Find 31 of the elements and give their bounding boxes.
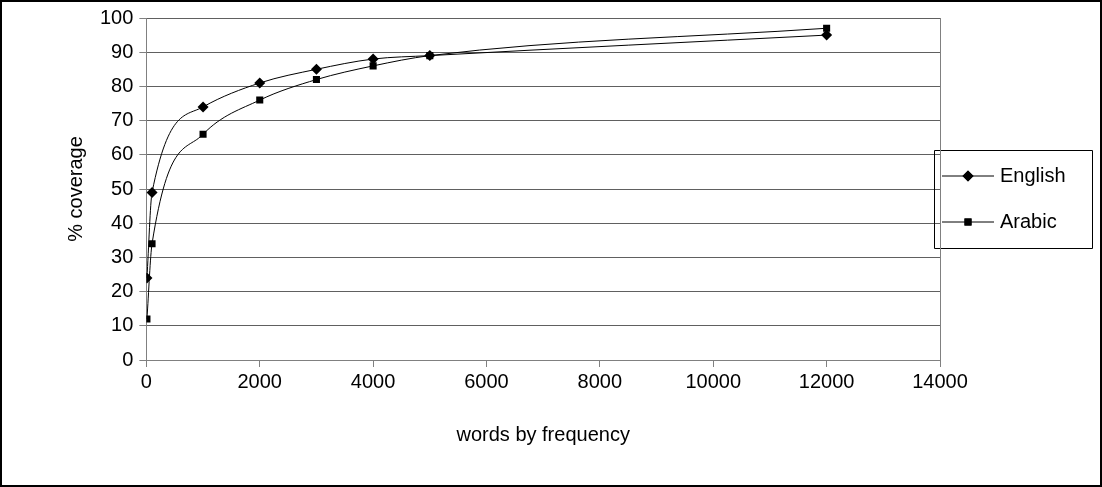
x-tick-label: 10000: [685, 369, 742, 392]
y-tick-label: 0: [122, 347, 134, 370]
y-tick-label: 70: [111, 108, 134, 131]
x-tick-label: 0: [140, 369, 152, 392]
y-tick-label: 100: [99, 5, 134, 28]
y-tick-label: 50: [111, 176, 134, 199]
x-tick-label: 2000: [237, 369, 282, 392]
point: [310, 63, 322, 75]
point: [199, 130, 207, 138]
y-tick-label: 80: [111, 73, 134, 96]
legend-label: Arabic: [1000, 209, 1057, 232]
legend-label: English: [1000, 163, 1066, 186]
x-tick-label: 14000: [912, 369, 968, 392]
y-axis-title: % coverage: [63, 136, 86, 242]
point: [312, 76, 320, 84]
x-tick-label: 8000: [577, 369, 623, 392]
y-tick-label: 40: [111, 210, 134, 233]
y-tick-label: 10: [111, 313, 134, 336]
y-tick-label: 90: [111, 39, 134, 62]
x-tick-label: 6000: [464, 369, 509, 392]
point: [197, 101, 209, 113]
x-tick-label: 12000: [798, 369, 855, 392]
point: [254, 77, 266, 89]
x-axis-title: words by frequency: [455, 422, 630, 445]
y-tick-label: 30: [111, 244, 134, 267]
point: [256, 96, 264, 104]
y-tick-label: 60: [111, 142, 134, 165]
x-tick-label: 4000: [350, 369, 396, 392]
point: [148, 240, 156, 248]
point: [146, 186, 158, 198]
y-tick-label: 20: [111, 279, 134, 302]
